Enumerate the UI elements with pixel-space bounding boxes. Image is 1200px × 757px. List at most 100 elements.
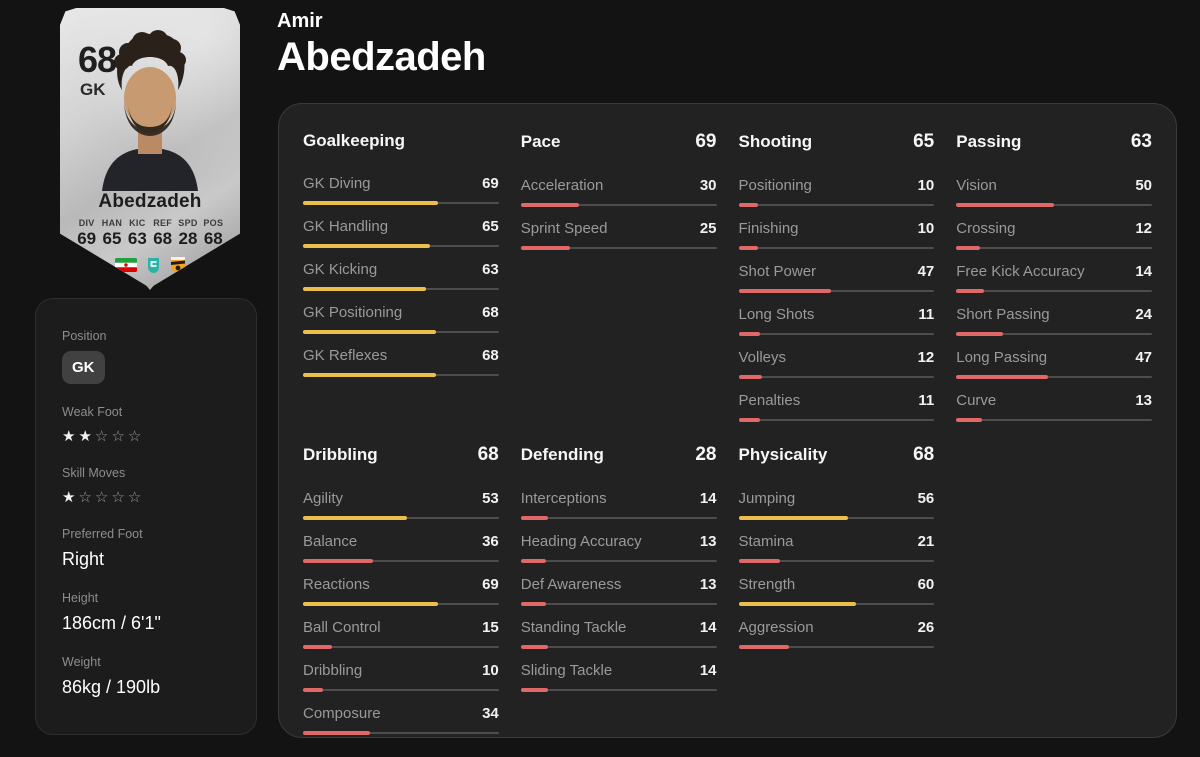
stat-group-title: Passing	[956, 132, 1022, 151]
stat-value: 34	[482, 705, 499, 722]
stat-group-header: Dribbling 68	[303, 444, 499, 466]
stat-line: Acceleration 30	[521, 177, 717, 197]
card-mini-stat-value: 28	[178, 229, 198, 248]
stat-bar	[956, 289, 1152, 293]
stat-bar-track	[738, 560, 935, 562]
stat-row: Positioning 10	[738, 177, 935, 207]
star-empty-icon: ☆	[78, 489, 95, 506]
stat-bar-fill	[303, 373, 437, 377]
stat-label: Balance	[303, 533, 358, 550]
stat-row: Long Passing 47	[956, 349, 1152, 379]
stat-line: Strength 60	[739, 576, 935, 596]
stat-bar-fill	[956, 289, 984, 293]
stat-group: Passing 63 Vision 50 Crossing 12 Free Ki…	[956, 131, 1152, 444]
stat-bar-track	[738, 376, 935, 378]
stat-row: Strength 60	[738, 576, 935, 606]
stat-label: Free Kick Accuracy	[956, 263, 1085, 280]
stat-value: 12	[917, 349, 935, 366]
stat-group-title: Dribbling	[303, 445, 378, 464]
stat-row: Composure 34	[303, 705, 499, 735]
stat-line: GK Handling 65	[303, 218, 499, 238]
stat-bar-track	[520, 204, 717, 206]
stat-value: 50	[1135, 177, 1152, 194]
stat-row: Sprint Speed 25	[520, 220, 717, 250]
card-mini-stat-label: DIV	[78, 218, 95, 228]
stat-line: Long Passing 47	[956, 349, 1152, 369]
height-value: 186cm / 6'1"	[62, 613, 161, 633]
stat-group: Physicality 68 Jumping 56 Stamina 21 Str…	[738, 444, 935, 757]
stat-value: 63	[482, 261, 499, 278]
stat-group-list: Interceptions 14 Heading Accuracy 13 Def…	[520, 490, 717, 692]
stat-row: Ball Control 15	[303, 619, 499, 649]
stat-bar-fill	[738, 645, 790, 649]
stat-bar-fill	[303, 645, 333, 649]
stat-line: GK Positioning 68	[303, 304, 499, 324]
stat-bar-track	[520, 603, 717, 605]
stat-bar	[303, 287, 499, 291]
stat-bar	[303, 330, 499, 334]
card-mini-stat-value: 68	[153, 229, 173, 248]
stat-bar	[738, 203, 935, 207]
stat-row: Interceptions 14	[520, 490, 717, 520]
card-mini-stat: SPD 28	[175, 218, 200, 249]
stats-panel: Goalkeeping GK Diving 69 GK Handling 65 …	[278, 103, 1177, 738]
stat-bar-track	[738, 419, 935, 421]
star-filled-icon: ★	[62, 428, 79, 445]
stat-label: Strength	[738, 576, 796, 593]
stat-line: Vision 50	[956, 177, 1152, 197]
stat-bar-fill	[738, 516, 849, 520]
stat-value: 69	[482, 576, 499, 593]
stat-bar-track	[956, 290, 1152, 292]
club-badge-icon	[170, 257, 185, 274]
stat-bar	[520, 688, 717, 692]
stat-bar	[956, 246, 1152, 250]
stat-label: Sprint Speed	[520, 220, 608, 237]
stat-group-list: GK Diving 69 GK Handling 65 GK Kicking 6…	[303, 175, 499, 377]
stat-bar-fill	[303, 731, 370, 735]
stat-bar-fill	[303, 602, 439, 606]
stat-bar	[738, 602, 935, 606]
stat-value: 13	[699, 533, 717, 550]
preferred-foot-label: Preferred Foot	[62, 527, 143, 541]
stat-bar	[520, 645, 717, 649]
star-filled-icon: ★	[62, 489, 79, 506]
stat-bar-fill	[520, 559, 547, 563]
stat-bar	[520, 203, 717, 207]
stat-line: Heading Accuracy 13	[521, 533, 717, 553]
stat-group-title: Pace	[520, 132, 561, 151]
stat-line: Sprint Speed 25	[521, 220, 717, 240]
stat-line: Balance 36	[303, 533, 499, 553]
card-mini-stat-value: 68	[203, 229, 223, 248]
stat-label: GK Kicking	[303, 261, 378, 278]
stat-row: Balance 36	[303, 533, 499, 563]
stat-row: GK Handling 65	[303, 218, 499, 248]
stat-value: 14	[699, 619, 717, 636]
stat-bar-fill	[738, 289, 831, 293]
stat-bar-fill	[738, 559, 780, 563]
stat-value: 26	[917, 619, 935, 636]
stat-row: Heading Accuracy 13	[520, 533, 717, 563]
stat-label: Ball Control	[303, 619, 381, 636]
stat-value: 30	[699, 177, 717, 194]
card-overall-rating: 68	[78, 39, 117, 80]
stat-group-header: Passing 63	[956, 131, 1152, 153]
stat-line: Composure 34	[303, 705, 499, 725]
stat-line: Curve 13	[956, 392, 1152, 412]
card-mini-stat-value: 65	[102, 229, 122, 248]
profile-preferred-foot: Preferred Foot Right	[62, 527, 230, 570]
stat-bar-fill	[520, 645, 549, 649]
stat-value: 10	[482, 662, 499, 679]
stat-line: Ball Control 15	[303, 619, 499, 639]
stat-bar	[303, 645, 499, 649]
stat-bar	[520, 516, 717, 520]
card-mini-stat-label: HAN	[101, 218, 123, 228]
stat-row: Sliding Tackle 14	[520, 662, 717, 692]
player-card: 68 GK Abedzadeh DIV 69 HAN 65 KIC 63 REF…	[60, 8, 240, 290]
stat-row: Shot Power 47	[738, 263, 935, 293]
stat-bar-track	[738, 333, 935, 335]
card-mini-stat-label: SPD	[178, 218, 198, 228]
stat-value: 14	[1135, 263, 1152, 280]
star-filled-icon: ★	[78, 428, 95, 445]
stat-bar-track	[303, 646, 499, 648]
player-first-name: Amir	[277, 10, 323, 32]
